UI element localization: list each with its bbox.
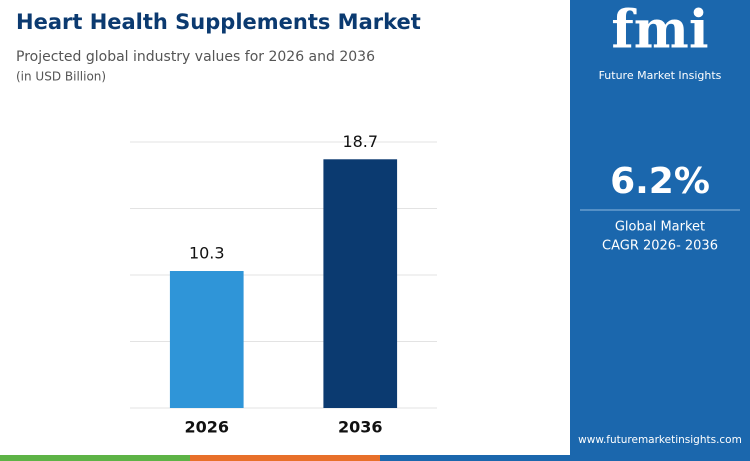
- cagr-label: Global Market: [615, 220, 705, 235]
- chart-title: Heart Health Supplements Market: [16, 10, 421, 34]
- footer-strip: [380, 455, 570, 461]
- value-label: 10.3: [189, 244, 225, 263]
- chart-subtitle: Projected global industry values for 202…: [16, 49, 375, 65]
- x-tick-label: 2036: [338, 418, 383, 437]
- footer-strip: [190, 455, 380, 461]
- unit-note: (in USD Billion): [16, 70, 106, 84]
- bar: [323, 159, 398, 408]
- website: www.futuremarketinsights.com: [578, 434, 742, 446]
- x-tick-label: 2026: [184, 418, 229, 437]
- value-label: 18.7: [342, 132, 378, 151]
- footer-strip: [0, 455, 190, 461]
- bar: [169, 271, 244, 408]
- cagr-label: CAGR 2026- 2036: [602, 239, 718, 254]
- logo: fmi: [611, 0, 708, 61]
- cagr-value: 6.2%: [610, 161, 710, 202]
- brand: Future Market Insights: [599, 69, 722, 82]
- side-panel: [570, 0, 750, 461]
